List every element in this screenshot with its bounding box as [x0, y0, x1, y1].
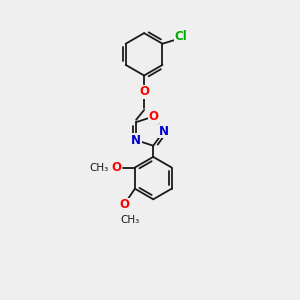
Text: N: N: [131, 134, 141, 147]
Text: Cl: Cl: [175, 30, 188, 43]
Text: CH₃: CH₃: [89, 163, 109, 172]
Text: N: N: [159, 125, 169, 138]
Text: O: O: [148, 110, 158, 123]
Text: CH₃: CH₃: [121, 215, 140, 225]
Text: O: O: [112, 161, 122, 174]
Text: O: O: [139, 85, 149, 98]
Text: O: O: [120, 198, 130, 212]
